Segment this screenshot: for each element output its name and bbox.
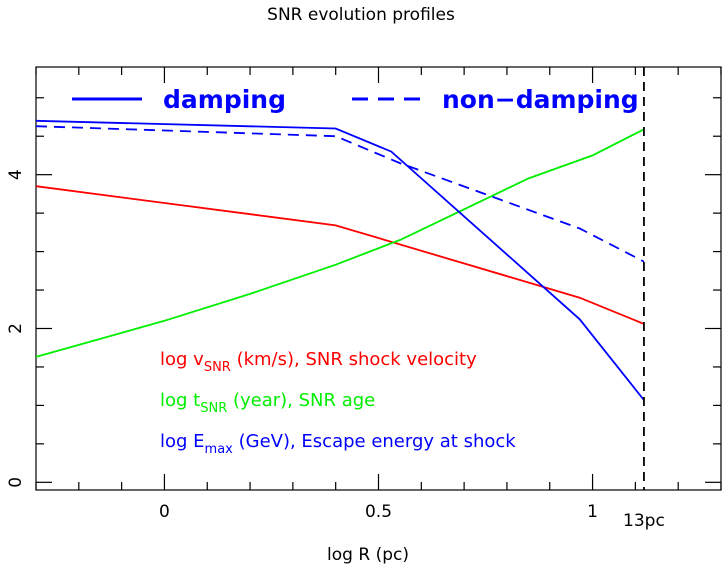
series-v-snr xyxy=(35,185,645,325)
y-tick-label: 2 xyxy=(6,323,26,334)
series-e-max-non-damping xyxy=(35,125,645,263)
x-tick-label: 0.5 xyxy=(365,502,392,522)
tick-labels: 0 0.5 1 0 2 4 xyxy=(6,169,598,522)
annotation-line: log vSNR (km/s), SNR shock velocity xyxy=(160,349,477,375)
legend-label-damping: damping xyxy=(163,85,286,114)
x-tick-label: 1 xyxy=(587,502,598,522)
series-e-max-damping xyxy=(35,119,645,401)
axis-ticks xyxy=(35,67,722,490)
x-axis-label: log R (pc) xyxy=(327,545,409,565)
series-layer xyxy=(35,119,645,401)
plot-frame xyxy=(35,66,722,491)
y-tick-label: 4 xyxy=(6,169,26,180)
reference-line-label: 13pc xyxy=(623,511,665,531)
chart-title: SNR evolution profiles xyxy=(267,5,455,25)
x-tick-label: 0 xyxy=(159,502,170,522)
series-t-snr xyxy=(35,128,645,358)
y-tick-label: 0 xyxy=(6,477,26,488)
legend-label-non-damping: non−damping xyxy=(442,85,639,114)
annotation-line: log Emax (GeV), Escape energy at shock xyxy=(160,431,516,457)
legend: damping non−damping xyxy=(72,85,639,114)
annotations: log vSNR (km/s), SNR shock velocity log t… xyxy=(160,349,516,457)
annotation-line: log tSNR (year), SNR age xyxy=(160,390,375,416)
